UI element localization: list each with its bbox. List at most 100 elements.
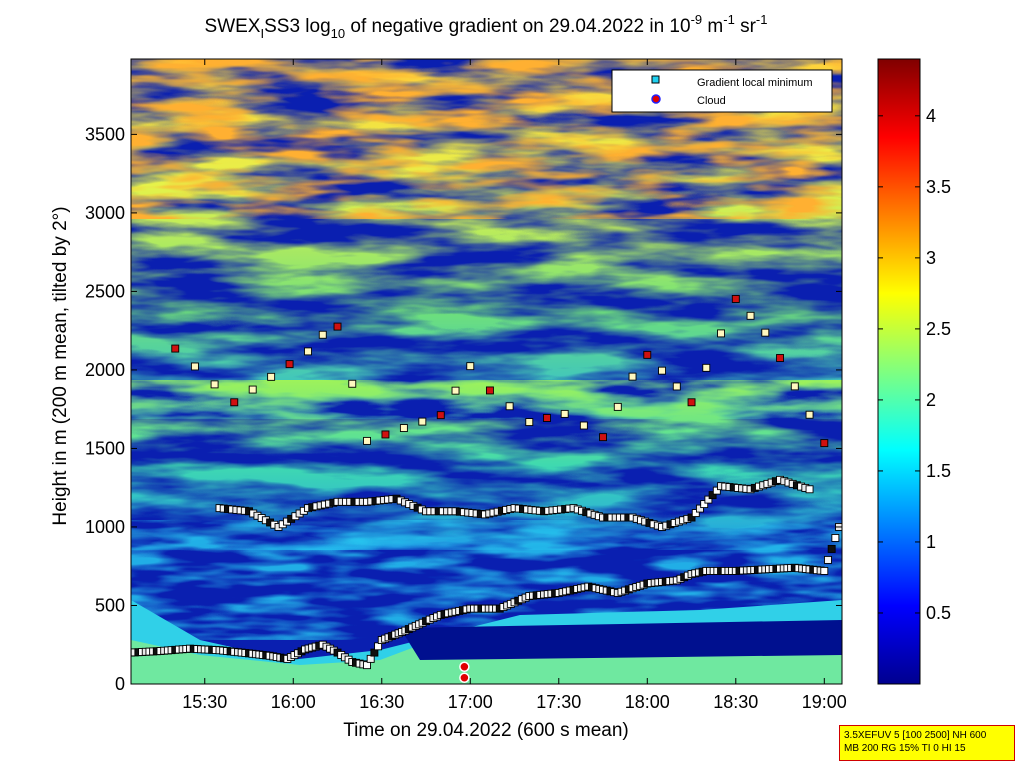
gradient-minimum-marker <box>672 382 681 391</box>
plot-frame <box>130 58 843 685</box>
x-tick-label: 16:30 <box>359 692 404 712</box>
gradient-minimum-marker <box>505 402 514 411</box>
legend-cloud-marker <box>651 94 661 104</box>
cloud-marker <box>459 661 470 672</box>
x-axis-label: Time on 29.04.2022 (600 s mean) <box>343 720 629 741</box>
colorbar-tick-label: 3 <box>926 248 936 268</box>
x-tick-label: 17:00 <box>448 692 493 712</box>
gradient-minimum-marker <box>485 386 494 395</box>
gradient-minimum-marker <box>628 372 637 381</box>
gradient-minimum-marker <box>451 386 460 395</box>
y-tick-label: 2000 <box>85 360 125 380</box>
title-superscript: -1 <box>723 12 735 27</box>
gradient-minimum-marker <box>436 411 445 420</box>
chart-title: SWEXISS3 log10 of negative gradient on 2… <box>205 12 768 41</box>
gradient-minimum-marker <box>658 366 666 375</box>
colorbar-gradient <box>877 58 921 685</box>
gradient-minimum-marker <box>824 555 832 564</box>
gradient-minimum-marker <box>687 513 696 522</box>
colorbar-tick-label: 2.5 <box>926 319 951 339</box>
gradient-minimum-marker <box>731 294 740 303</box>
gradient-minimum-marker <box>363 436 371 445</box>
title-part: m <box>702 16 723 37</box>
gradient-minimum-marker <box>304 347 312 356</box>
x-tick-label: 18:00 <box>625 692 670 712</box>
gradient-minimum-marker <box>333 322 342 331</box>
gradient-minimum-marker <box>210 380 219 389</box>
gradient-minimum-marker <box>717 329 725 338</box>
gradient-minimum-marker <box>285 360 294 369</box>
x-tick-label: 15:30 <box>182 692 227 712</box>
gradient-minimum-marker <box>696 504 704 513</box>
gradient-minimum-marker <box>613 402 622 411</box>
colorbar-ticks: 0.5 1 1.5 2 2.5 3 3.5 4 <box>878 106 951 623</box>
x-tick-label: 16:00 <box>271 692 316 712</box>
marker-layer <box>131 294 842 683</box>
colorbar-tick-label: 4 <box>926 106 936 126</box>
gradient-minimum-marker <box>230 398 239 407</box>
x-tick-label: 17:30 <box>536 692 581 712</box>
legend: Gradient local minimum Cloud <box>611 69 833 113</box>
colorbar: 0.5 1 1.5 2 2.5 3 3.5 4 <box>877 58 951 685</box>
legend-square-marker <box>651 75 660 84</box>
gradient-minimum-marker <box>399 424 408 432</box>
gradient-minimum-marker <box>776 354 784 362</box>
info-box: 3.5XEFUV 5 [100 2500] NH 600 MB 200 RG 1… <box>839 725 1015 761</box>
x-tick-label: 19:00 <box>802 692 847 712</box>
gradient-minimum-marker <box>348 379 357 388</box>
gradient-minimum-marker <box>702 363 711 372</box>
gradient-minimum-marker <box>761 328 770 337</box>
gradient-minimum-marker <box>805 410 814 419</box>
colorbar-tick-label: 3.5 <box>926 177 951 197</box>
gradient-minimum-marker <box>805 485 814 494</box>
info-line-2: MB 200 RG 15% TI 0 HI 15 <box>844 743 966 754</box>
y-tick-label: 0 <box>115 674 125 694</box>
title-part: SWEX <box>205 16 261 37</box>
heatmap-dark-band <box>400 620 842 660</box>
info-line-1: 3.5XEFUV 5 [100 2500] NH 600 <box>844 730 987 741</box>
gradient-minimum-marker <box>579 421 588 430</box>
y-axis-ticks: 0 500 1000 1500 2000 2500 3000 3500 <box>85 124 842 694</box>
y-tick-label: 1000 <box>85 517 125 537</box>
gradient-minimum-marker <box>820 439 829 448</box>
gradient-minimum-marker <box>827 544 836 553</box>
x-tick-label: 18:30 <box>713 692 758 712</box>
y-tick-label: 2500 <box>85 281 125 301</box>
legend-entry-cloud: Cloud <box>697 95 726 107</box>
gradient-minimum-marker <box>700 500 709 509</box>
title-part: sr <box>735 16 757 37</box>
y-tick-label: 3500 <box>85 124 125 144</box>
gradient-minimum-marker <box>381 430 390 439</box>
gradient-minimum-marker <box>525 418 534 427</box>
gradient-minimum-marker <box>687 398 696 407</box>
gradient-minimum-marker <box>820 566 829 575</box>
gradient-minimum-marker <box>248 385 257 394</box>
gradient-minimum-marker <box>418 417 427 426</box>
colorbar-tick-label: 2 <box>926 390 936 410</box>
gradient-minimum-marker <box>691 509 700 518</box>
heatmap-area <box>131 59 842 684</box>
y-tick-label: 1500 <box>85 438 125 458</box>
title-subscript: 10 <box>331 26 345 41</box>
gradient-minimum-marker <box>790 382 799 391</box>
colorbar-tick-label: 0.5 <box>926 603 951 623</box>
colorbar-tick-label: 1 <box>926 532 936 552</box>
gradient-minimum-marker <box>318 330 327 339</box>
gradient-minimum-marker <box>267 372 276 381</box>
gradient-minimum-marker <box>704 495 713 504</box>
gradient-minimum-marker <box>712 486 721 495</box>
gradient-minimum-marker <box>643 350 652 359</box>
legend-entry-gradient: Gradient local minimum <box>697 77 813 89</box>
gradient-minimum-marker <box>171 344 180 353</box>
gradient-minimum-marker <box>466 362 475 371</box>
gradient-minimum-marker <box>831 534 840 542</box>
title-superscript: -1 <box>756 12 768 27</box>
title-part: of negative gradient on 29.04.2022 in 10 <box>345 16 690 37</box>
y-tick-label: 3000 <box>85 203 125 223</box>
title-subscript: I <box>260 26 264 41</box>
y-axis-label: Height in m (200 m mean, tilted by 2°) <box>50 206 71 525</box>
title-superscript: -9 <box>691 12 703 27</box>
cloud-marker <box>459 672 470 683</box>
x-axis-ticks: 15:30 16:00 16:30 17:00 17:30 18:00 18:30 19:00 <box>182 59 847 712</box>
y-tick-label: 500 <box>95 595 125 615</box>
